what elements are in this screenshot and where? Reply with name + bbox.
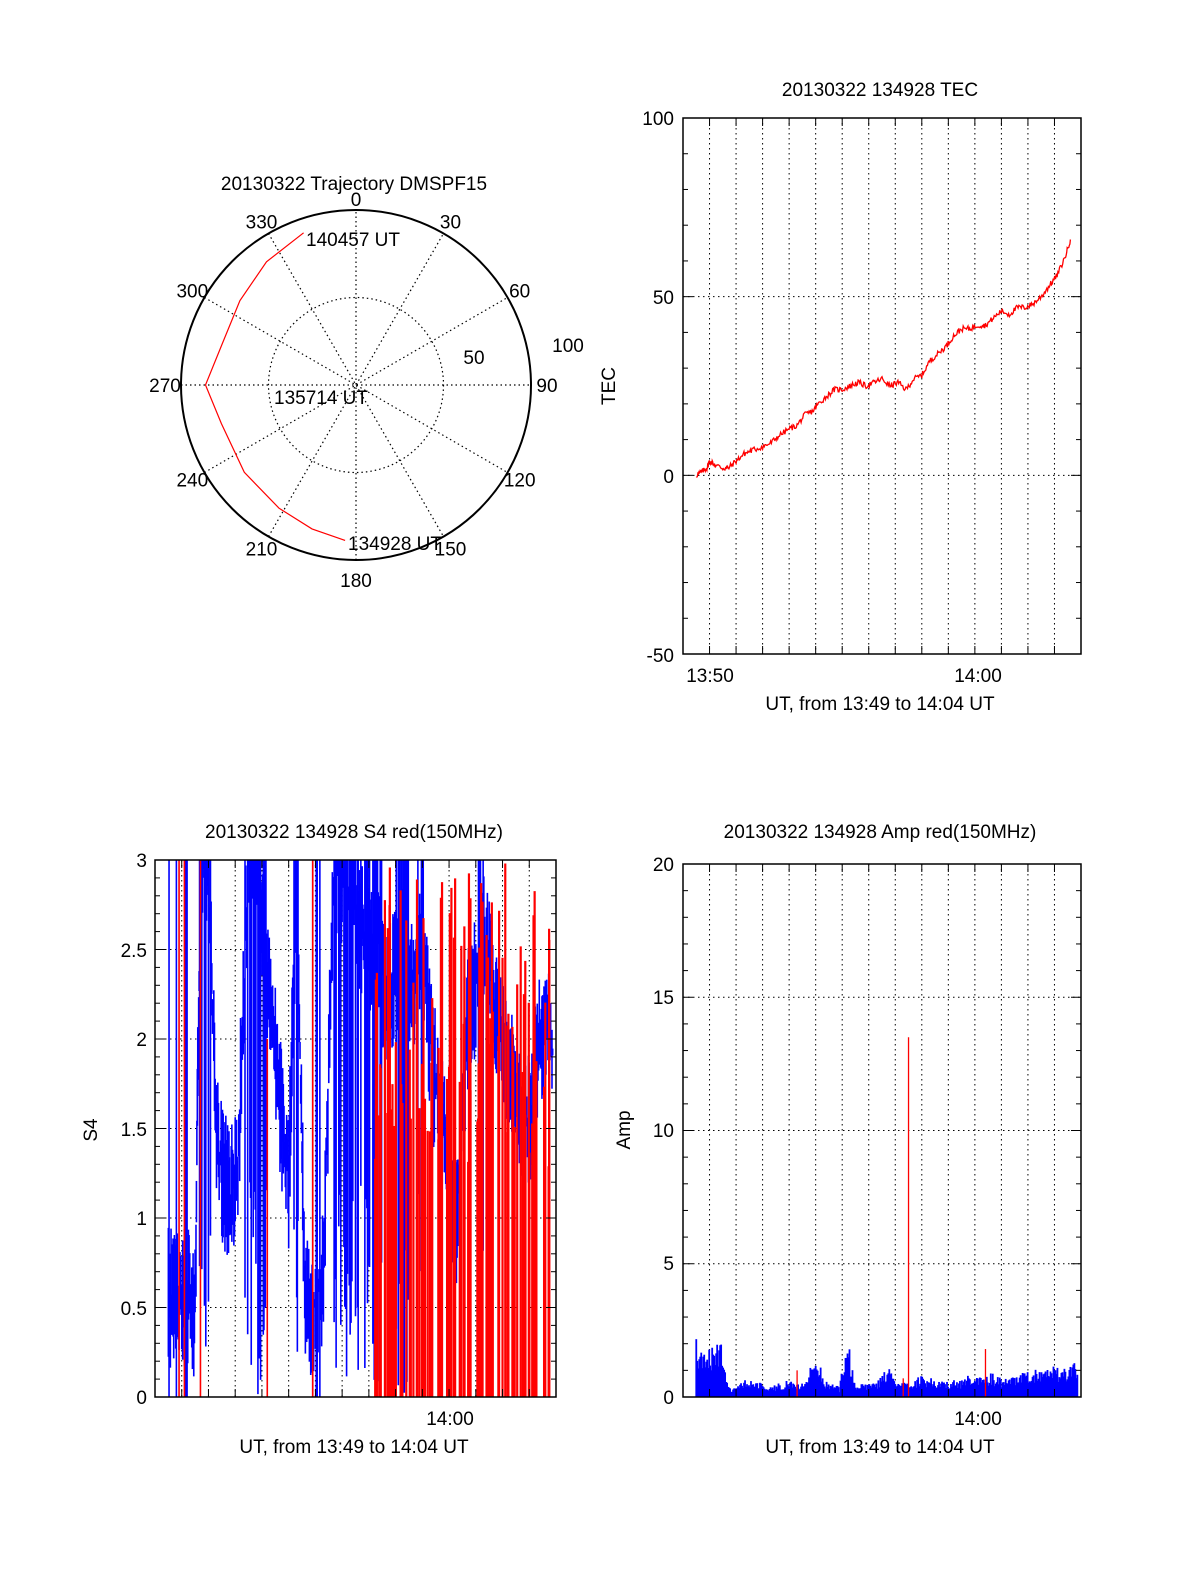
tec-series-line <box>695 239 1072 478</box>
tec-xtick-1400: 14:00 <box>954 666 1002 687</box>
tec-ytick-50: 50 <box>653 288 674 309</box>
amp-ylabel: Amp <box>614 1110 635 1149</box>
annotation-135714: 135714 UT <box>274 388 368 409</box>
polar-radial-label-50: 50 <box>463 348 484 369</box>
azimuth-label: 120 <box>504 471 536 492</box>
amp-xlabel: UT, from 13:49 to 14:04 UT <box>765 1437 995 1458</box>
polar-radial-label-100: 100 <box>552 336 584 357</box>
s4-ytick-2: 2 <box>136 1030 147 1051</box>
s4-series <box>167 860 554 1397</box>
s4-ytick-3: 3 <box>136 851 147 872</box>
tec-ytick--50: -50 <box>647 646 674 667</box>
s4-ticks <box>155 859 556 1398</box>
polar-trajectory-plot: 20130322 Trajectory DMSPF15 0 30 60 90 120 15… <box>149 174 584 592</box>
amp-ytick-20: 20 <box>653 855 674 876</box>
amp-frame <box>682 863 1082 1398</box>
azimuth-label: 330 <box>246 212 278 233</box>
azimuth-label: 210 <box>246 540 278 561</box>
polar-title: 20130322 Trajectory DMSPF15 <box>221 174 487 195</box>
annotation-140457: 140457 UT <box>306 230 400 251</box>
amp-xtick-1400: 14:00 <box>954 1409 1002 1430</box>
azimuth-label: 0 <box>351 190 362 211</box>
s4-title: 20130322 134928 S4 red(150MHz) <box>205 822 503 843</box>
polar-azimuth-labels: 0 30 60 90 120 150 180 210 240 270 300 330 <box>149 190 557 592</box>
s4-xtick-1400: 14:00 <box>426 1409 474 1430</box>
tec-grid <box>683 118 1081 654</box>
annotation-134928: 134928 UT <box>348 534 442 555</box>
s4-ylabel: S4 <box>81 1118 102 1142</box>
amp-ytick-0: 0 <box>663 1388 674 1409</box>
azimuth-label: 300 <box>176 282 208 303</box>
polar-grid <box>180 209 532 561</box>
amp-grid <box>683 864 1081 1397</box>
amp-title: 20130322 134928 Amp red(150MHz) <box>724 822 1037 843</box>
azimuth-label: 270 <box>149 376 181 397</box>
tec-ticks <box>683 117 1081 655</box>
s4-ytick-1.5: 1.5 <box>121 1120 147 1141</box>
s4-ytick-2.5: 2.5 <box>121 941 147 962</box>
trajectory-line <box>204 232 346 541</box>
tec-ytick-100: 100 <box>642 109 674 130</box>
azimuth-label: 60 <box>509 282 530 303</box>
azimuth-label: 30 <box>440 212 461 233</box>
s4-ytick-0.5: 0.5 <box>121 1299 147 1320</box>
amp-ytick-10: 10 <box>653 1121 674 1142</box>
amp-plot: 20130322 134928 Amp red(150MHz) 0 5 10 1… <box>614 822 1082 1458</box>
amp-series <box>695 1037 1079 1397</box>
tec-ylabel: TEC <box>599 367 620 405</box>
amp-ytick-5: 5 <box>663 1254 674 1275</box>
azimuth-label: 240 <box>176 471 208 492</box>
azimuth-label: 90 <box>536 376 557 397</box>
amp-ticks <box>683 863 1081 1398</box>
s4-plot: 20130322 134928 S4 red(150MHz) 0 0.5 1 1… <box>81 822 557 1458</box>
tec-title: 20130322 134928 TEC <box>782 80 978 101</box>
tec-ytick-0: 0 <box>663 467 674 488</box>
azimuth-label: 150 <box>435 540 467 561</box>
azimuth-label: 180 <box>340 571 372 592</box>
tec-frame <box>682 117 1082 655</box>
tec-xlabel: UT, from 13:49 to 14:04 UT <box>765 694 995 715</box>
s4-frame <box>154 859 557 1398</box>
tec-xtick-1350: 13:50 <box>686 666 734 687</box>
tec-plot: 20130322 134928 TEC -50 0 50 100 13:50 1… <box>599 80 1082 715</box>
s4-xlabel: UT, from 13:49 to 14:04 UT <box>239 1437 469 1458</box>
s4-ytick-1: 1 <box>136 1209 147 1230</box>
amp-ytick-15: 15 <box>653 988 674 1009</box>
s4-ytick-0: 0 <box>136 1388 147 1409</box>
